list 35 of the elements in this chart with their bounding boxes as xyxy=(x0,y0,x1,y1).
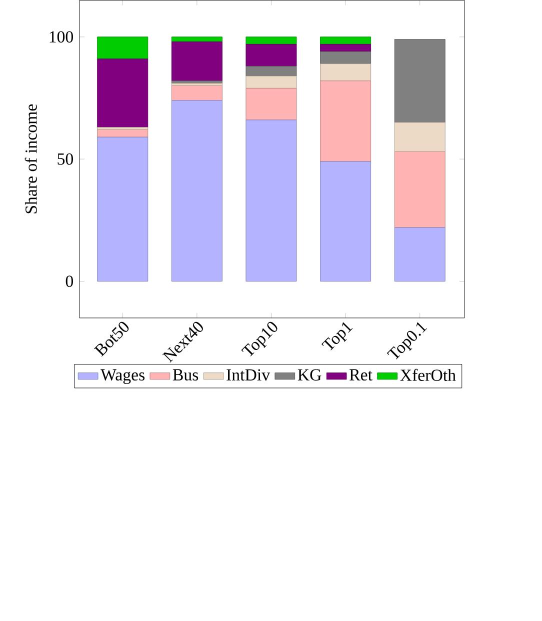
x-tick-label: Top1 xyxy=(321,322,353,350)
bar xyxy=(394,152,446,228)
y-tick-label: 0 xyxy=(66,276,73,287)
bar xyxy=(320,80,372,162)
bar xyxy=(320,51,372,64)
bar xyxy=(246,66,297,76)
legend-label: Ret xyxy=(350,369,372,381)
bar xyxy=(246,120,297,282)
bar xyxy=(320,64,372,82)
bar xyxy=(246,44,297,66)
bar xyxy=(320,44,372,52)
bar xyxy=(171,42,222,82)
bar xyxy=(97,36,148,60)
legend-label: Bus xyxy=(172,369,198,381)
legend-label: XferOth xyxy=(400,368,456,381)
bar xyxy=(97,130,148,138)
legend-label: KG xyxy=(298,369,322,381)
y-tick-label: 50 xyxy=(58,153,73,165)
bar xyxy=(394,227,446,282)
bar xyxy=(394,39,446,123)
bar xyxy=(171,36,222,42)
bar xyxy=(320,36,372,44)
bar xyxy=(97,136,148,282)
legend-label: Wages xyxy=(100,369,145,384)
bar xyxy=(394,122,446,152)
y-axis-title: Share of income xyxy=(24,104,37,214)
bar xyxy=(171,100,222,282)
bar xyxy=(97,58,148,128)
bar xyxy=(246,76,297,88)
legend-label: IntDiv xyxy=(226,369,270,381)
y-tick-label: 100 xyxy=(50,31,73,43)
bar xyxy=(320,161,372,282)
bar xyxy=(246,88,297,120)
bar xyxy=(171,86,222,101)
bar xyxy=(246,36,297,44)
